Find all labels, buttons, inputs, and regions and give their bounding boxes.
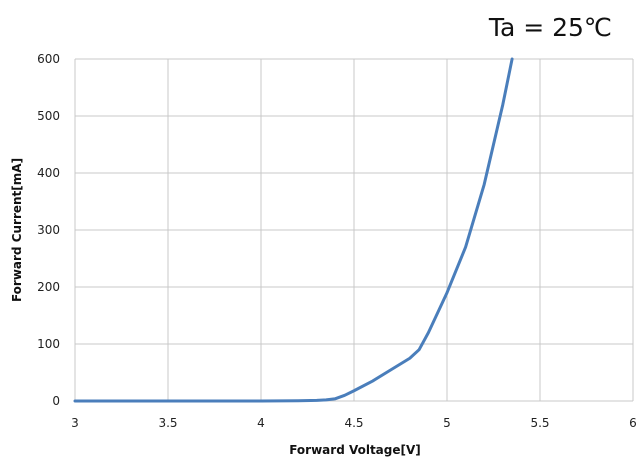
y-tick-labels: 0 100 200 300 400 500 600 — [37, 52, 60, 408]
x-axis-title: Forward Voltage[V] — [289, 443, 421, 457]
y-tick-label: 0 — [52, 394, 60, 408]
y-tick-label: 600 — [37, 52, 60, 66]
x-tick-label: 4.5 — [344, 416, 363, 430]
x-tick-label: 3 — [71, 416, 79, 430]
grid-lines — [74, 58, 634, 402]
series-line — [73, 57, 514, 403]
x-tick-label: 5.5 — [530, 416, 549, 430]
x-tick-labels: 3 3.5 4 4.5 5 5.5 6 — [71, 416, 637, 430]
y-tick-label: 400 — [37, 166, 60, 180]
x-tick-label: 5 — [443, 416, 451, 430]
temperature-annotation: Ta = 25℃ — [488, 13, 612, 42]
x-tick-label: 6 — [629, 416, 637, 430]
data-series — [73, 57, 514, 403]
y-axis-title: Forward Current[mA] — [10, 158, 24, 302]
x-tick-label: 3.5 — [158, 416, 177, 430]
x-tick-label: 4 — [257, 416, 265, 430]
y-tick-label: 300 — [37, 223, 60, 237]
y-tick-label: 100 — [37, 337, 60, 351]
y-tick-label: 200 — [37, 280, 60, 294]
y-tick-label: 500 — [37, 109, 60, 123]
